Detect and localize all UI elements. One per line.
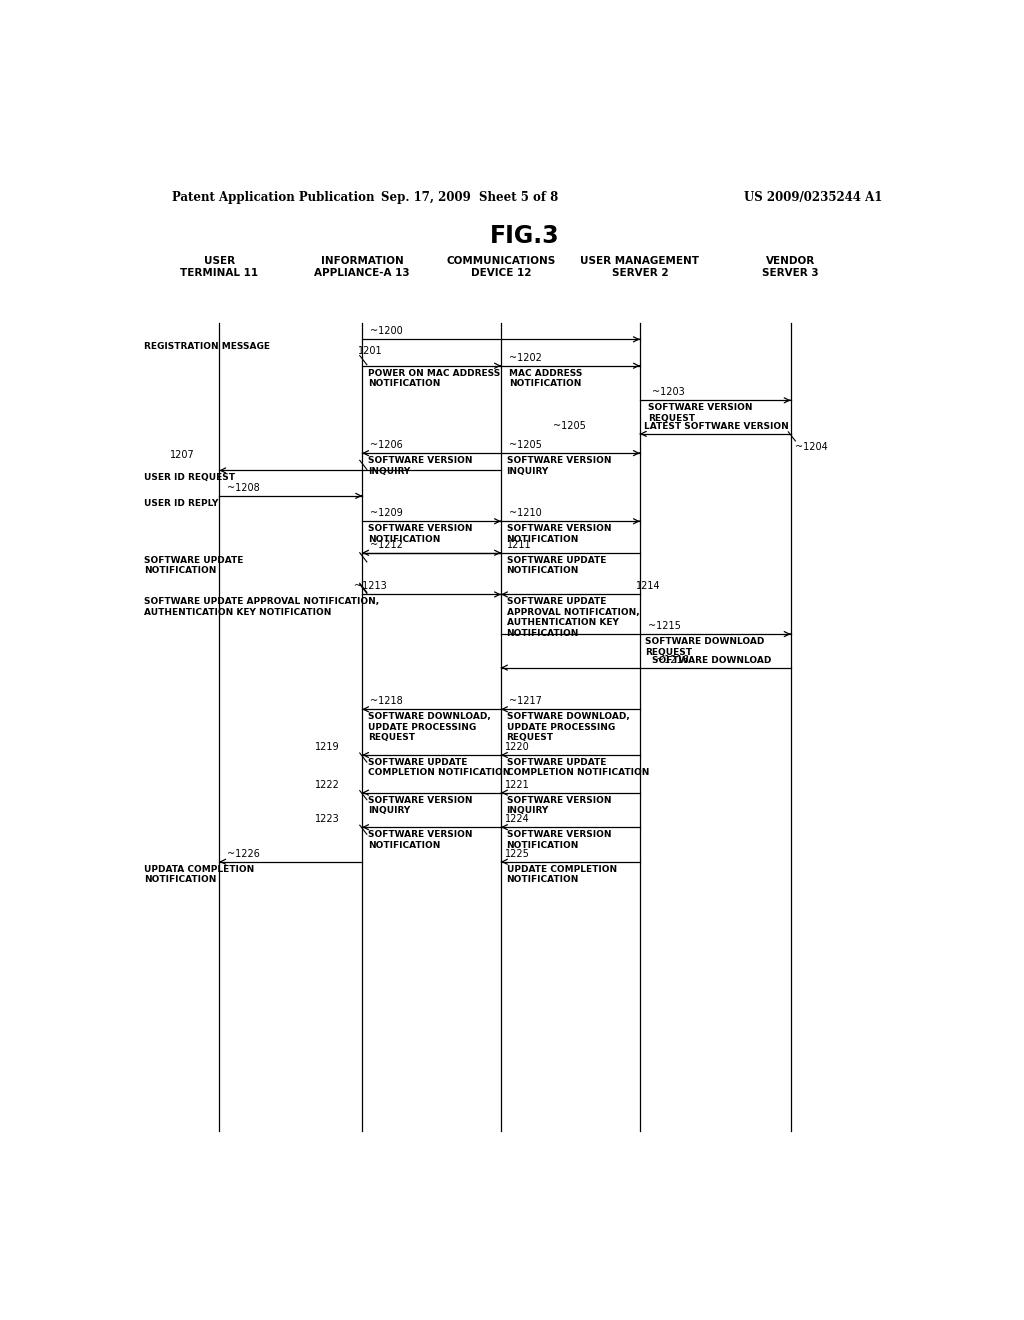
Text: SOFTWARE UPDATE
APPROVAL NOTIFICATION,
AUTHENTICATION KEY
NOTIFICATION: SOFTWARE UPDATE APPROVAL NOTIFICATION, A… xyxy=(507,598,639,638)
Text: SOFTWARE UPDATE APPROVAL NOTIFICATION,
AUTHENTICATION KEY NOTIFICATION: SOFTWARE UPDATE APPROVAL NOTIFICATION, A… xyxy=(143,598,379,616)
Text: COMMUNICATIONS
DEVICE 12: COMMUNICATIONS DEVICE 12 xyxy=(446,256,556,279)
Text: ~1218: ~1218 xyxy=(370,696,402,706)
Text: ~1213: ~1213 xyxy=(354,581,387,591)
Text: ~1226: ~1226 xyxy=(227,849,260,859)
Text: 1211: 1211 xyxy=(507,540,531,549)
Text: UPDATA COMPLETION
NOTIFICATION: UPDATA COMPLETION NOTIFICATION xyxy=(143,865,254,884)
Text: 1220: 1220 xyxy=(505,742,529,752)
Text: SOFTWARE VERSION
NOTIFICATION: SOFTWARE VERSION NOTIFICATION xyxy=(507,830,611,850)
Text: SOFTWARE UPDATE
NOTIFICATION: SOFTWARE UPDATE NOTIFICATION xyxy=(143,556,244,576)
Text: SOFTWARE VERSION
REQUEST: SOFTWARE VERSION REQUEST xyxy=(648,404,753,422)
Text: SOFTWARE UPDATE
COMPLETION NOTIFICATION: SOFTWARE UPDATE COMPLETION NOTIFICATION xyxy=(507,758,649,777)
Text: 1222: 1222 xyxy=(314,780,339,789)
Text: 1214: 1214 xyxy=(636,581,660,591)
Text: SOFTWARE VERSION
INQUIRY: SOFTWARE VERSION INQUIRY xyxy=(368,457,472,475)
Text: FIG.3: FIG.3 xyxy=(490,223,559,248)
Text: SOFTWARE VERSION
INQUIRY: SOFTWARE VERSION INQUIRY xyxy=(507,457,611,475)
Text: SOFTWARE DOWNLOAD,
UPDATE PROCESSING
REQUEST: SOFTWARE DOWNLOAD, UPDATE PROCESSING REQ… xyxy=(368,713,490,742)
Text: ~1202: ~1202 xyxy=(509,352,542,363)
Text: LATEST SOFTWARE VERSION: LATEST SOFTWARE VERSION xyxy=(644,422,788,430)
Text: ~1216: ~1216 xyxy=(655,655,688,664)
Text: 1224: 1224 xyxy=(505,814,529,824)
Text: USER MANAGEMENT
SERVER 2: USER MANAGEMENT SERVER 2 xyxy=(581,256,699,279)
Text: SOFTWARE UPDATE
COMPLETION NOTIFICATION: SOFTWARE UPDATE COMPLETION NOTIFICATION xyxy=(368,758,510,777)
Text: UPDATE COMPLETION
NOTIFICATION: UPDATE COMPLETION NOTIFICATION xyxy=(507,865,616,884)
Text: 1223: 1223 xyxy=(314,814,339,824)
Text: MAC ADDRESS
NOTIFICATION: MAC ADDRESS NOTIFICATION xyxy=(509,368,583,388)
Text: ~1205: ~1205 xyxy=(553,421,586,430)
Text: ~1217: ~1217 xyxy=(509,696,542,706)
Text: ~1204: ~1204 xyxy=(795,442,827,451)
Text: SOFTWARE VERSION
NOTIFICATION: SOFTWARE VERSION NOTIFICATION xyxy=(368,830,472,850)
Text: SOFTWARE VERSION
NOTIFICATION: SOFTWARE VERSION NOTIFICATION xyxy=(507,524,611,544)
Text: SOFTWARE DOWNLOAD: SOFTWARE DOWNLOAD xyxy=(652,656,771,664)
Text: ~1200: ~1200 xyxy=(370,326,402,337)
Text: ~1210: ~1210 xyxy=(509,508,542,519)
Text: Patent Application Publication: Patent Application Publication xyxy=(172,190,374,203)
Text: USER ID REPLY: USER ID REPLY xyxy=(143,499,218,508)
Text: ~1212: ~1212 xyxy=(370,540,402,549)
Text: ~1203: ~1203 xyxy=(652,387,684,397)
Text: SOFTWARE VERSION
NOTIFICATION: SOFTWARE VERSION NOTIFICATION xyxy=(368,524,472,544)
Text: REGISTRATION MESSAGE: REGISTRATION MESSAGE xyxy=(143,342,270,351)
Text: ~1208: ~1208 xyxy=(227,483,260,492)
Text: 1201: 1201 xyxy=(358,346,383,355)
Text: ~1206: ~1206 xyxy=(370,440,402,450)
Text: ~1209: ~1209 xyxy=(370,508,402,519)
Text: SOFTWARE VERSION
INQUIRY: SOFTWARE VERSION INQUIRY xyxy=(507,796,611,814)
Text: SOFTWARE DOWNLOAD
REQUEST: SOFTWARE DOWNLOAD REQUEST xyxy=(645,638,765,656)
Text: Sep. 17, 2009  Sheet 5 of 8: Sep. 17, 2009 Sheet 5 of 8 xyxy=(381,190,558,203)
Text: USER
TERMINAL 11: USER TERMINAL 11 xyxy=(180,256,258,279)
Text: 1207: 1207 xyxy=(170,450,195,461)
Text: 1219: 1219 xyxy=(314,742,339,752)
Text: SOFTWARE VERSION
INQUIRY: SOFTWARE VERSION INQUIRY xyxy=(368,796,472,814)
Text: SOFTWARE UPDATE
NOTIFICATION: SOFTWARE UPDATE NOTIFICATION xyxy=(507,556,606,576)
Text: US 2009/0235244 A1: US 2009/0235244 A1 xyxy=(743,190,882,203)
Text: 1221: 1221 xyxy=(505,780,529,789)
Text: INFORMATION
APPLIANCE-A 13: INFORMATION APPLIANCE-A 13 xyxy=(314,256,410,279)
Text: ~1215: ~1215 xyxy=(648,620,681,631)
Text: SOFTWARE DOWNLOAD,
UPDATE PROCESSING
REQUEST: SOFTWARE DOWNLOAD, UPDATE PROCESSING REQ… xyxy=(507,713,630,742)
Text: POWER ON MAC ADDRESS
NOTIFICATION: POWER ON MAC ADDRESS NOTIFICATION xyxy=(368,368,500,388)
Text: 1225: 1225 xyxy=(505,849,529,859)
Text: ~1205: ~1205 xyxy=(509,440,542,450)
Text: USER ID REQUEST: USER ID REQUEST xyxy=(143,474,234,483)
Text: VENDOR
SERVER 3: VENDOR SERVER 3 xyxy=(762,256,819,279)
